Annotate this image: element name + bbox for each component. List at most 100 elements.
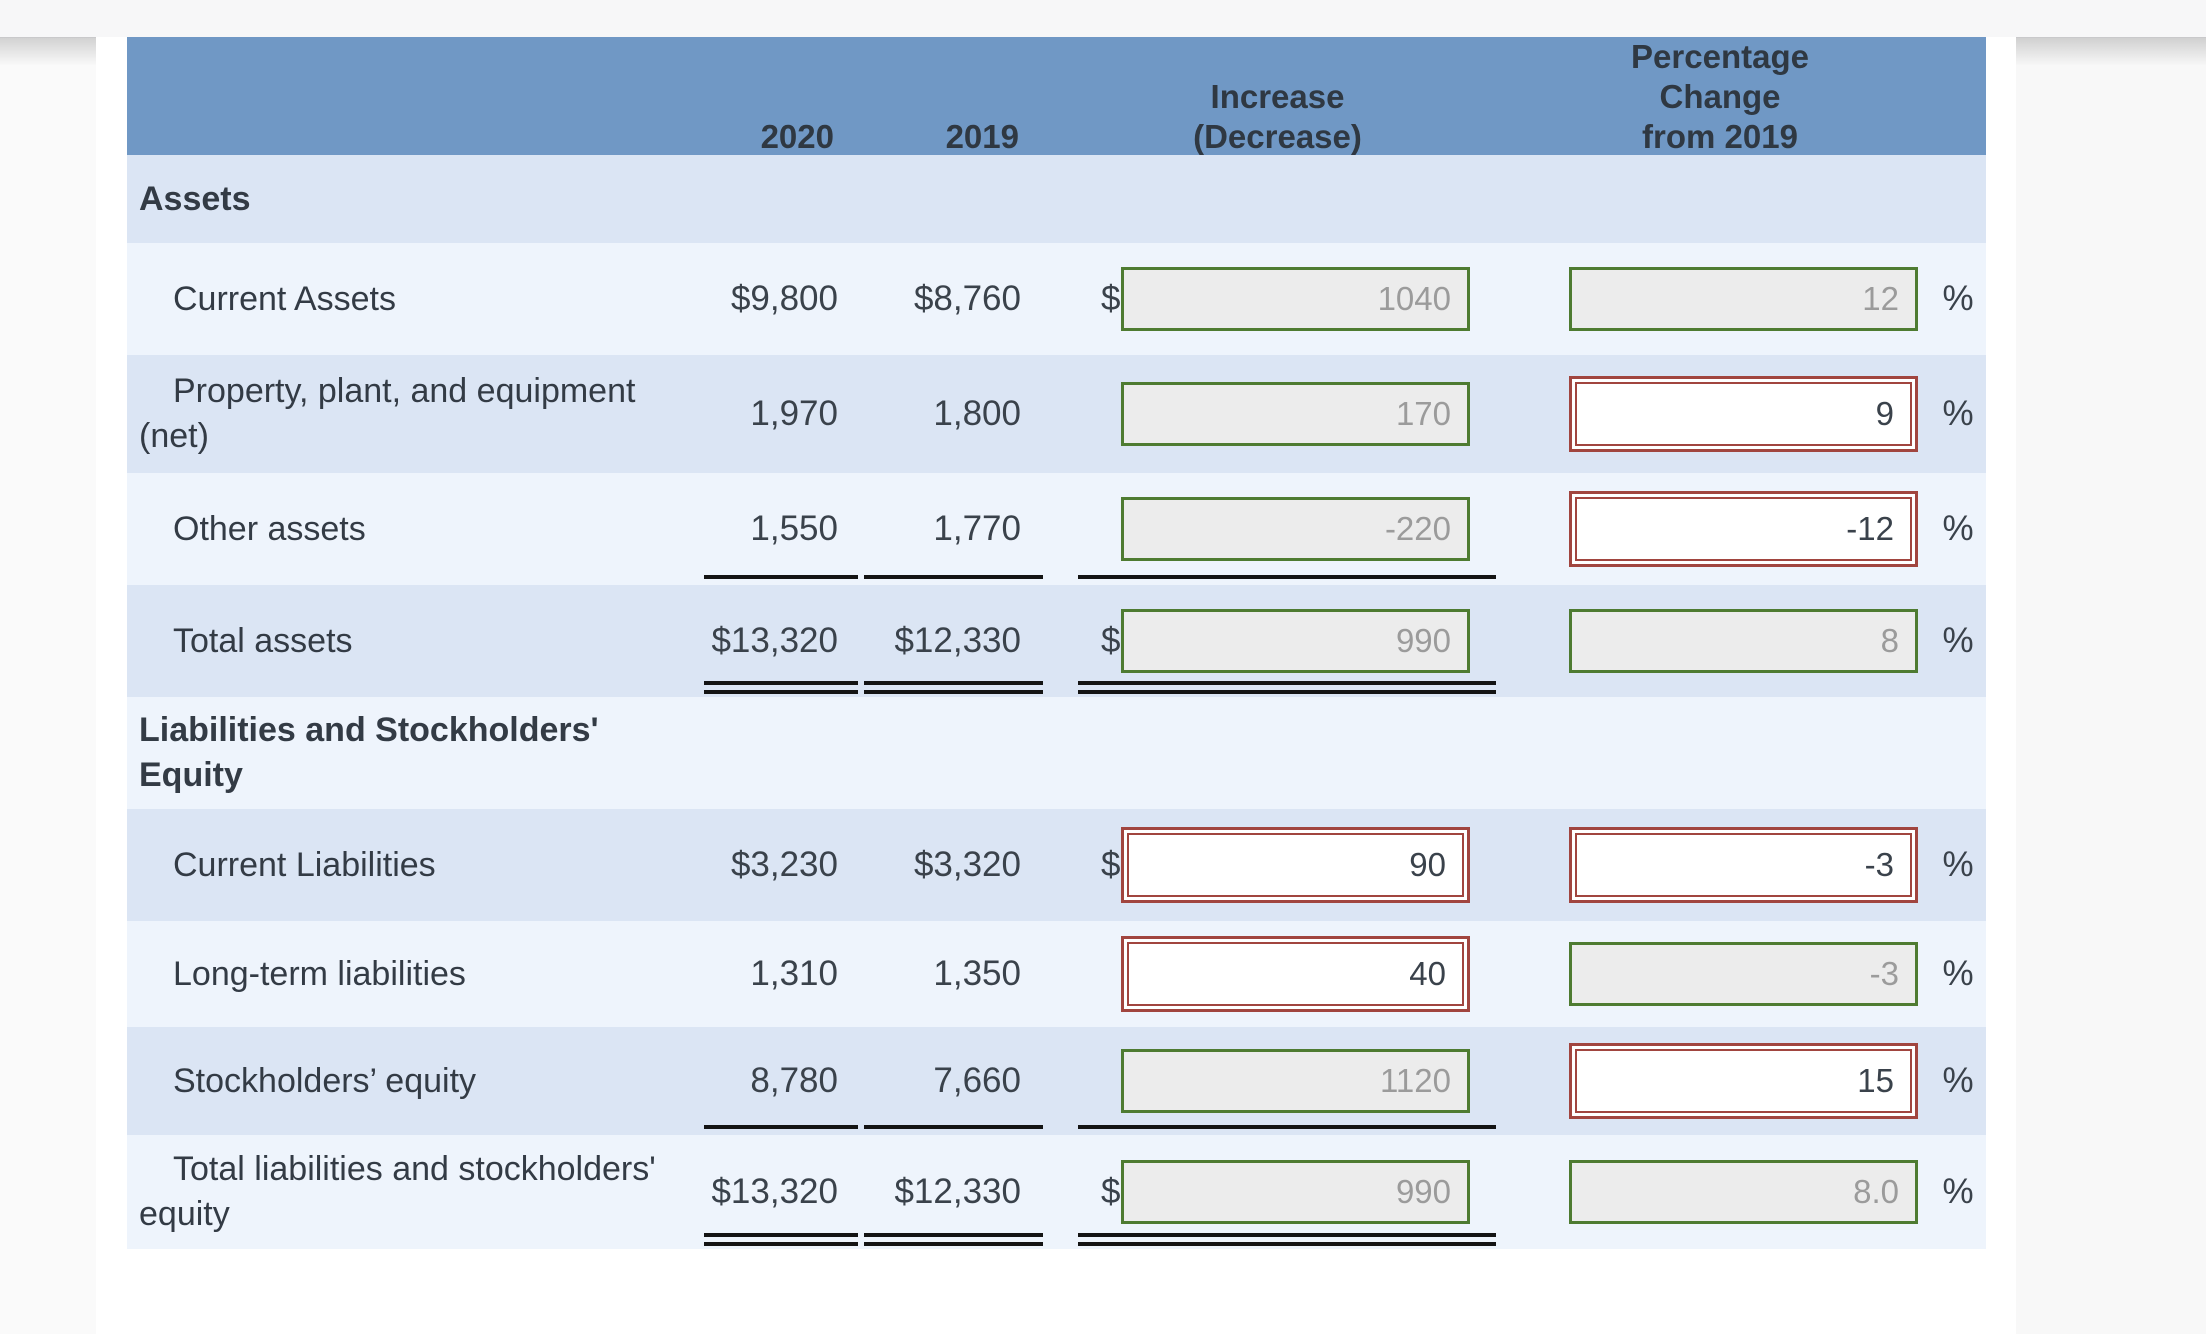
increase-input-inner: 40: [1127, 942, 1464, 1006]
header-2019: 2019: [860, 37, 1045, 155]
increase-cell: $ 990: [1045, 1135, 1510, 1249]
dollar-sign: $: [1101, 845, 1121, 884]
value-2019: 7,660: [860, 1027, 1045, 1135]
row-stockholders-equity: Stockholders’ equity 8,780 7,660 1120 15: [127, 1027, 1986, 1135]
empty-cell: [860, 155, 1045, 243]
percentage-input-inner: 12: [1572, 270, 1915, 328]
percentage-cell: -3: [1510, 809, 1930, 921]
percentage-value: 8: [1880, 622, 1899, 659]
percentage-input: 8.0: [1569, 1160, 1918, 1224]
row-long-term-liabilities: Long-term liabilities 1,310 1,350 40 -3 …: [127, 921, 1986, 1027]
percentage-input[interactable]: 15: [1569, 1043, 1918, 1119]
dollar-sign: $: [1101, 1172, 1121, 1211]
increase-input-inner: -220: [1124, 500, 1467, 558]
header-increase: Increase (Decrease): [1045, 37, 1510, 155]
increase-value: 990: [1395, 1173, 1451, 1210]
value-2020: 1,310: [750, 954, 838, 993]
empty-cell: [1930, 155, 1986, 243]
empty-cell: [700, 155, 860, 243]
increase-input: 1040: [1121, 267, 1470, 331]
percentage-cell: 8.0: [1510, 1135, 1930, 1249]
percentage-input: 12: [1569, 267, 1918, 331]
header-percent-spacer: [1930, 37, 1986, 155]
increase-input-inner: 170: [1124, 385, 1467, 443]
increase-value: 40: [1409, 955, 1446, 992]
header-pct-line2: Change: [1659, 78, 1781, 115]
percentage-input[interactable]: 9: [1569, 376, 1918, 452]
percentage-input-inner: -3: [1575, 833, 1912, 897]
empty-cell: [1045, 697, 1510, 809]
percent-sign: %: [1942, 509, 1974, 548]
increase-cell: $ 1040: [1045, 243, 1510, 355]
increase-input[interactable]: 90: [1121, 827, 1470, 903]
header-increase-line2: (Decrease): [1193, 118, 1362, 155]
increase-value: 90: [1409, 846, 1446, 883]
row-label: Total liabilities and stockholders' equi…: [139, 1150, 656, 1233]
increase-input: 1120: [1121, 1049, 1470, 1113]
increase-input-inner: 90: [1127, 833, 1464, 897]
row-label: Long-term liabilities: [173, 954, 466, 993]
header-increase-line1: Increase: [1210, 78, 1345, 115]
percentage-input-inner: 9: [1575, 382, 1912, 446]
row-label: Property, plant, and equipment (net): [139, 372, 636, 455]
increase-input-inner: 1040: [1124, 270, 1467, 328]
value-2020: $13,320: [700, 585, 860, 697]
header-2020: 2020: [700, 37, 860, 155]
percentage-cell: 8: [1510, 585, 1930, 697]
value-2020: 8,780: [700, 1027, 860, 1135]
percentage-value: 9: [1875, 395, 1894, 432]
percentage-value: 8.0: [1853, 1173, 1899, 1210]
value-2019: 1,350: [933, 954, 1021, 993]
percentage-cell: 15: [1510, 1027, 1930, 1135]
empty-cell: [1510, 155, 1930, 243]
percentage-cell: -12: [1510, 473, 1930, 585]
left-pane: [0, 37, 96, 1334]
value-2019: 1,800: [933, 394, 1021, 433]
empty-cell: [700, 697, 860, 809]
empty-cell: [1045, 155, 1510, 243]
percentage-input-inner: -3: [1572, 945, 1915, 1003]
percentage-cell: 9: [1510, 355, 1930, 473]
row-label: Other assets: [173, 509, 366, 548]
increase-value: 1040: [1377, 280, 1451, 317]
percentage-input[interactable]: -12: [1569, 491, 1918, 567]
header-percentage-change: Percentage Change from 2019: [1510, 37, 1930, 155]
value-2019: $12,330: [860, 1135, 1045, 1249]
increase-value: 990: [1395, 622, 1451, 659]
top-strip: [0, 0, 2206, 37]
value-2020: $3,230: [730, 845, 838, 884]
percentage-value: -3: [1869, 955, 1899, 992]
value-2020: $9,800: [730, 279, 838, 318]
dollar-sign: $: [1101, 621, 1121, 660]
row-label: Current Assets: [173, 279, 396, 318]
row-current-liabilities: Current Liabilities $3,230 $3,320 $ 90 -…: [127, 809, 1986, 921]
increase-input: 990: [1121, 609, 1470, 673]
row-label: Stockholders’ equity: [173, 1061, 477, 1100]
increase-value: 170: [1395, 395, 1451, 432]
section-row-assets: Assets: [127, 155, 1986, 243]
increase-cell: -220: [1045, 473, 1510, 585]
increase-input-inner: 990: [1124, 1163, 1467, 1221]
percentage-cell: 12: [1510, 243, 1930, 355]
row-label: Total assets: [173, 621, 353, 660]
increase-input[interactable]: 40: [1121, 936, 1470, 1012]
percent-sign: %: [1942, 1061, 1974, 1100]
percent-sign: %: [1942, 279, 1974, 318]
increase-cell: $ 990: [1045, 585, 1510, 697]
increase-cell: 1120: [1045, 1027, 1510, 1135]
increase-input: -220: [1121, 497, 1470, 561]
section-label: Assets: [139, 179, 251, 218]
value-2020: 1,970: [750, 394, 838, 433]
header-2020-label: 2020: [760, 118, 834, 155]
percentage-input-inner: 15: [1575, 1049, 1912, 1113]
increase-input-inner: 990: [1124, 612, 1467, 670]
section-row-liabilities: Liabilities and Stockholders' Equity: [127, 697, 1986, 809]
horizontal-analysis-table: 2020 2019 Increase (Decrease) Percentage…: [127, 37, 1986, 1249]
percentage-input[interactable]: -3: [1569, 827, 1918, 903]
empty-cell: [1510, 697, 1930, 809]
percentage-input: -3: [1569, 942, 1918, 1006]
percentage-input-inner: 8.0: [1572, 1163, 1915, 1221]
percentage-value: 15: [1857, 1062, 1894, 1099]
value-2019: 1,770: [860, 473, 1045, 585]
